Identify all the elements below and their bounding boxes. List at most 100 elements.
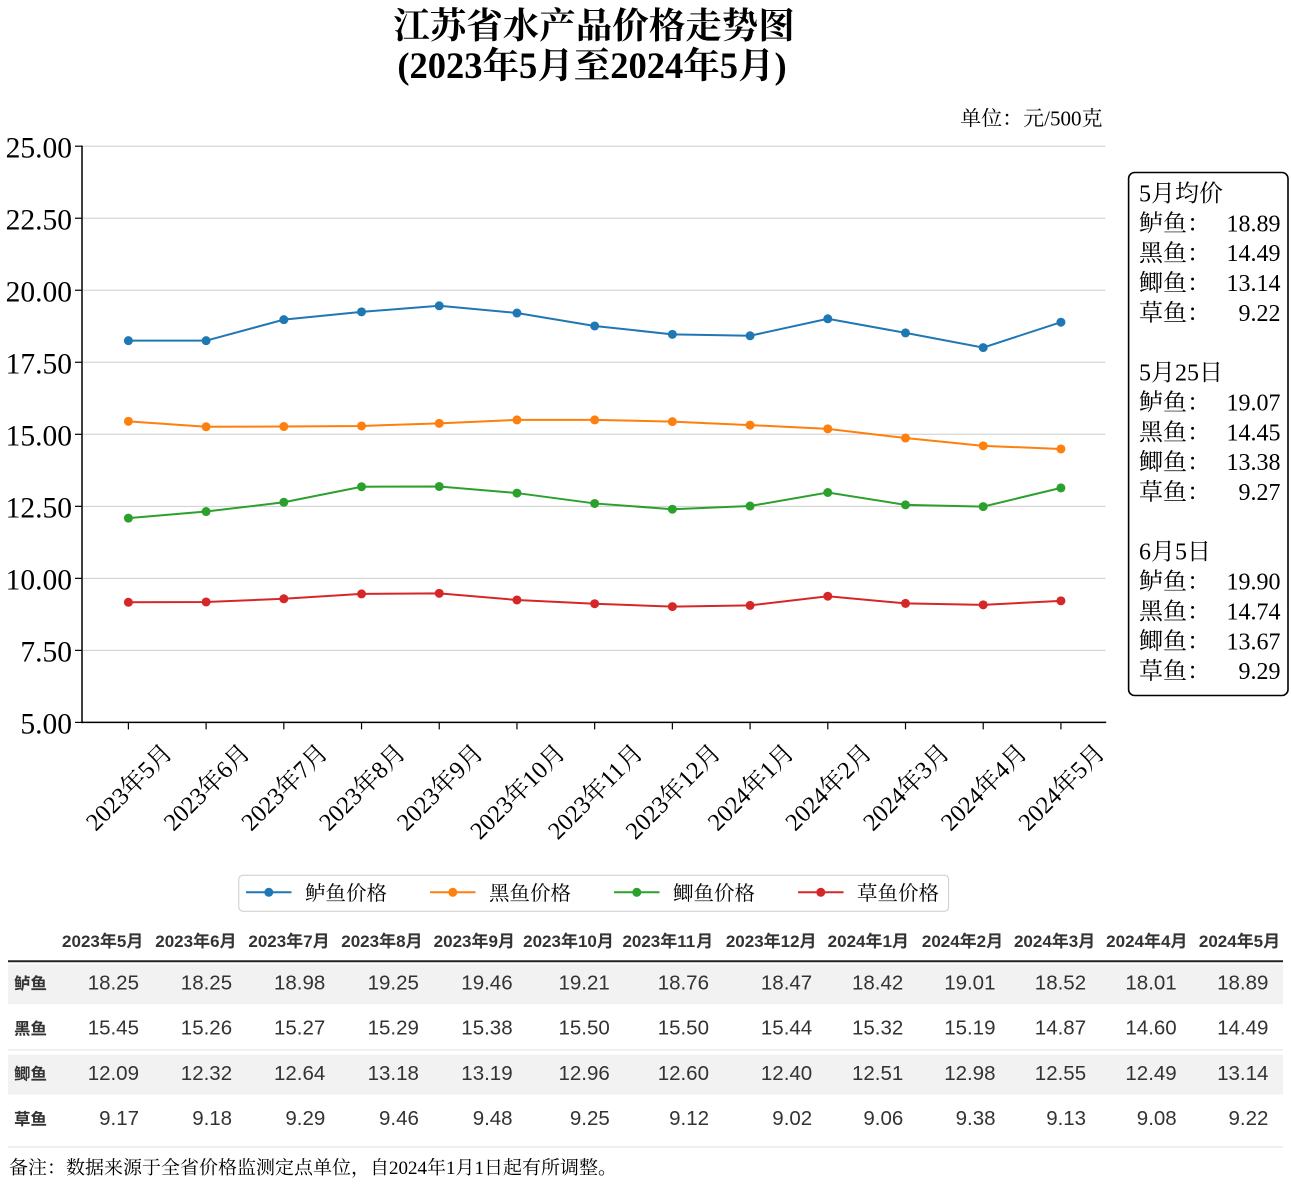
svg-text:10: 10 xyxy=(578,932,597,951)
svg-text:5: 5 xyxy=(1175,540,1187,566)
svg-text:18.42: 18.42 xyxy=(852,971,903,994)
svg-text:12.60: 12.60 xyxy=(658,1062,709,1085)
svg-text:5: 5 xyxy=(117,932,126,951)
svg-text:18.25: 18.25 xyxy=(88,971,139,994)
svg-text:18.01: 18.01 xyxy=(1125,971,1176,994)
svg-text:1: 1 xyxy=(882,932,891,951)
svg-text:2024: 2024 xyxy=(1199,932,1237,951)
svg-text:15.29: 15.29 xyxy=(368,1017,419,1040)
svg-text:2023: 2023 xyxy=(248,932,286,951)
svg-text:12.51: 12.51 xyxy=(852,1062,903,1085)
svg-text:18.47: 18.47 xyxy=(761,971,812,994)
svg-text:9.22: 9.22 xyxy=(1239,301,1281,327)
svg-text:19.07: 19.07 xyxy=(1227,390,1281,416)
svg-text:14.74: 14.74 xyxy=(1227,599,1281,625)
svg-text:5: 5 xyxy=(519,45,537,86)
svg-text:18.89: 18.89 xyxy=(1227,211,1281,237)
svg-text:5: 5 xyxy=(1254,932,1263,951)
svg-text:3: 3 xyxy=(1069,932,1078,951)
svg-text:9.29: 9.29 xyxy=(285,1107,325,1130)
svg-text:9.48: 9.48 xyxy=(473,1107,513,1130)
svg-text:8: 8 xyxy=(396,932,405,951)
svg-text:(2023: (2023 xyxy=(397,45,482,86)
svg-text:2023: 2023 xyxy=(523,932,561,951)
svg-text:9.13: 9.13 xyxy=(1046,1107,1086,1130)
svg-text:9.25: 9.25 xyxy=(570,1107,610,1130)
svg-text:7: 7 xyxy=(303,932,312,951)
svg-text:12.32: 12.32 xyxy=(181,1062,232,1085)
svg-text:2023: 2023 xyxy=(434,932,472,951)
svg-text:6: 6 xyxy=(1139,540,1151,566)
svg-text:15.27: 15.27 xyxy=(274,1017,325,1040)
svg-text:2023: 2023 xyxy=(341,932,379,951)
svg-text:18.25: 18.25 xyxy=(181,971,232,994)
svg-text:9.02: 9.02 xyxy=(772,1107,812,1130)
svg-text:14.87: 14.87 xyxy=(1035,1017,1086,1040)
svg-text:25.00: 25.00 xyxy=(6,132,72,164)
svg-text:19.25: 19.25 xyxy=(368,971,419,994)
svg-text:2023: 2023 xyxy=(155,932,193,951)
svg-text:1: 1 xyxy=(446,1158,456,1179)
svg-text:14.45: 14.45 xyxy=(1227,420,1281,446)
svg-text:13.67: 13.67 xyxy=(1227,629,1281,655)
svg-text:17.50: 17.50 xyxy=(6,348,72,380)
svg-text:9.46: 9.46 xyxy=(379,1107,419,1130)
svg-text:9.17: 9.17 xyxy=(99,1107,139,1130)
svg-text:9.08: 9.08 xyxy=(1137,1107,1177,1130)
svg-text:15.32: 15.32 xyxy=(852,1017,903,1040)
svg-text:): ) xyxy=(775,45,787,86)
svg-text:12.40: 12.40 xyxy=(761,1062,812,1085)
svg-text:19.21: 19.21 xyxy=(559,971,610,994)
svg-text:1: 1 xyxy=(475,1158,485,1179)
svg-text:18.89: 18.89 xyxy=(1217,971,1268,994)
svg-text:15.19: 15.19 xyxy=(944,1017,995,1040)
svg-text:12.96: 12.96 xyxy=(559,1062,610,1085)
svg-text:/500: /500 xyxy=(1044,107,1081,131)
svg-text:13.14: 13.14 xyxy=(1227,271,1281,297)
svg-text:13.19: 13.19 xyxy=(461,1062,512,1085)
svg-text:10.00: 10.00 xyxy=(6,565,72,597)
svg-text:9.12: 9.12 xyxy=(669,1107,709,1130)
svg-text:6: 6 xyxy=(210,932,219,951)
svg-text:12.64: 12.64 xyxy=(274,1062,325,1085)
svg-text:2024: 2024 xyxy=(1106,932,1144,951)
svg-text:2024: 2024 xyxy=(922,932,960,951)
svg-text:9.29: 9.29 xyxy=(1239,659,1281,685)
svg-text:2023: 2023 xyxy=(62,932,100,951)
svg-text:12.50: 12.50 xyxy=(6,493,72,525)
svg-text:9.38: 9.38 xyxy=(956,1107,996,1130)
svg-text:9: 9 xyxy=(488,932,497,951)
svg-text:15.50: 15.50 xyxy=(559,1017,610,1040)
svg-text:12.49: 12.49 xyxy=(1125,1062,1176,1085)
svg-text:19.01: 19.01 xyxy=(944,971,995,994)
svg-text:15.50: 15.50 xyxy=(658,1017,709,1040)
svg-text:15.38: 15.38 xyxy=(461,1017,512,1040)
svg-text:2024: 2024 xyxy=(828,932,866,951)
svg-text:9.06: 9.06 xyxy=(863,1107,903,1130)
svg-text:2: 2 xyxy=(977,932,986,951)
svg-text:18.76: 18.76 xyxy=(658,971,709,994)
svg-text:14.49: 14.49 xyxy=(1217,1017,1268,1040)
svg-text:15.45: 15.45 xyxy=(88,1017,139,1040)
svg-text:20.00: 20.00 xyxy=(6,276,72,308)
svg-text:13.18: 13.18 xyxy=(368,1062,419,1085)
svg-text:2024: 2024 xyxy=(610,45,683,86)
svg-text:13.14: 13.14 xyxy=(1217,1062,1268,1085)
svg-text:15.00: 15.00 xyxy=(6,421,72,453)
svg-text:22.50: 22.50 xyxy=(6,204,72,236)
svg-text:15.44: 15.44 xyxy=(761,1017,812,1040)
svg-text:11: 11 xyxy=(677,932,695,951)
svg-text:2024: 2024 xyxy=(1014,932,1052,951)
svg-text:5: 5 xyxy=(720,45,738,86)
svg-text:9.18: 9.18 xyxy=(192,1107,232,1130)
svg-text:12.98: 12.98 xyxy=(944,1062,995,1085)
svg-text:5: 5 xyxy=(1139,361,1151,387)
svg-text:9.22: 9.22 xyxy=(1229,1107,1269,1130)
svg-text:19.46: 19.46 xyxy=(461,971,512,994)
svg-text:14.49: 14.49 xyxy=(1227,241,1281,267)
svg-text:15.26: 15.26 xyxy=(181,1017,232,1040)
svg-text:18.52: 18.52 xyxy=(1035,971,1086,994)
svg-text:12.55: 12.55 xyxy=(1035,1062,1086,1085)
svg-text:25: 25 xyxy=(1175,361,1199,387)
svg-text:4: 4 xyxy=(1161,932,1171,951)
